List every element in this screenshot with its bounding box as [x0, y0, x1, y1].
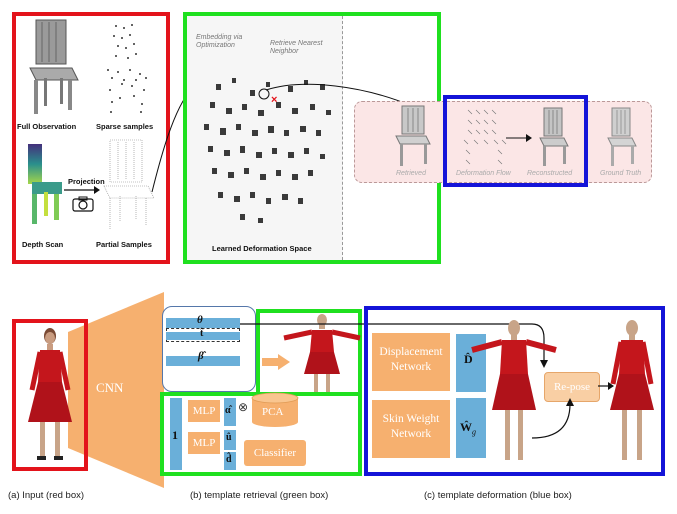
caption-deformation: (c) template deformation (blue box): [424, 490, 572, 501]
caption-retrieval: (b) template retrieval (green box): [190, 490, 329, 501]
pca-label: PCA: [262, 406, 284, 418]
deformation-box: [443, 95, 588, 187]
deformation-flow-field: [463, 109, 507, 165]
repose-block: Re-pose: [544, 372, 600, 402]
depth-scan-label: Depth Scan: [22, 240, 64, 249]
w-output-bar: [456, 398, 486, 458]
embedding-label: Embedding via Optimization: [196, 34, 243, 49]
alpha-hat-symbol: α̂: [225, 405, 231, 416]
projection-arrow: [64, 186, 100, 194]
input-woman-figure: [28, 328, 72, 460]
theta-bar: [166, 318, 240, 328]
beta-hat-symbol: β̂: [198, 350, 204, 362]
u-hat-symbol: û: [226, 432, 232, 443]
retrieval-arrow: [262, 354, 290, 370]
w-hat-text: Ŵ: [460, 420, 472, 434]
input-box: [12, 319, 88, 471]
d-hat-symbol: d̂: [226, 454, 232, 465]
deformation-space-cloud: ×: [204, 78, 331, 223]
sparse-samples-pointcloud: [107, 24, 147, 113]
skin-weight-network: Skin Weight Network: [372, 400, 450, 458]
pca-cylinder: [251, 392, 299, 427]
mlp-top: MLP: [188, 400, 220, 422]
displacement-network: Displacement Network: [372, 333, 450, 391]
u-bar: [224, 430, 236, 450]
projection-label: Projection: [68, 177, 105, 186]
classifier-block: Classifier: [244, 440, 306, 466]
repose-to-output-arrow: [598, 382, 614, 390]
d-output-symbol: D̂: [464, 352, 473, 366]
full-observation-chair: [29, 19, 79, 114]
d-output-bar: [456, 334, 486, 392]
output-figure: [610, 320, 654, 460]
theta-to-repose-line: [240, 323, 548, 368]
input-observation-box: [12, 12, 170, 264]
cnn-label: CNN: [96, 380, 124, 395]
depth-scan-image: [28, 144, 62, 224]
otimes-symbol: ⊗: [238, 400, 249, 414]
retrieved-chair: [395, 105, 431, 166]
d-bar: [224, 452, 236, 470]
alpha-bar: [224, 398, 236, 426]
full-observation-label: Full Observation: [17, 122, 77, 131]
ground-truth-chair: [607, 107, 637, 166]
caption-input: (a) Input (red box): [8, 490, 85, 501]
deformed-mannequin: [471, 320, 557, 460]
template-retrieval-box-top: [256, 309, 362, 395]
reconstructed-label: Reconstructed: [527, 170, 573, 177]
partial-samples-label: Partial Samples: [96, 240, 152, 249]
deformation-flow-label: Deformation Flow: [456, 170, 511, 177]
beta-bar: [166, 356, 240, 366]
flow-to-reconstructed-arrow: [506, 134, 532, 142]
partial-samples-chair: [103, 139, 155, 230]
learned-space-panel: [187, 16, 343, 260]
w-to-repose-arrow: [531, 398, 574, 439]
cnn-block: [68, 292, 164, 488]
t-bar: [166, 332, 240, 340]
w-output-symbol: Ŵg: [460, 420, 476, 436]
w-subscript: g: [472, 427, 476, 437]
retrieve-label: Retrieve Nearest Neighbor: [270, 40, 323, 55]
one-symbol: 1: [172, 428, 178, 442]
theta-symbol: θ: [197, 314, 203, 326]
mlp-bottom: MLP: [188, 432, 220, 454]
learned-space-label: Learned Deformation Space: [212, 244, 312, 253]
sparse-samples-label: Sparse samples: [96, 122, 154, 131]
reconstructed-chair: [539, 107, 569, 166]
t-hat-symbol: t̂: [200, 328, 204, 339]
template-mannequin: [283, 314, 361, 392]
svg-text:×: ×: [271, 94, 277, 106]
ground-truth-label: Ground Truth: [600, 170, 642, 177]
one-bar: [170, 398, 182, 470]
camera-icon: [72, 196, 94, 212]
retrieved-label: Retrieved: [396, 170, 426, 177]
template-deformation-box: [364, 306, 665, 476]
